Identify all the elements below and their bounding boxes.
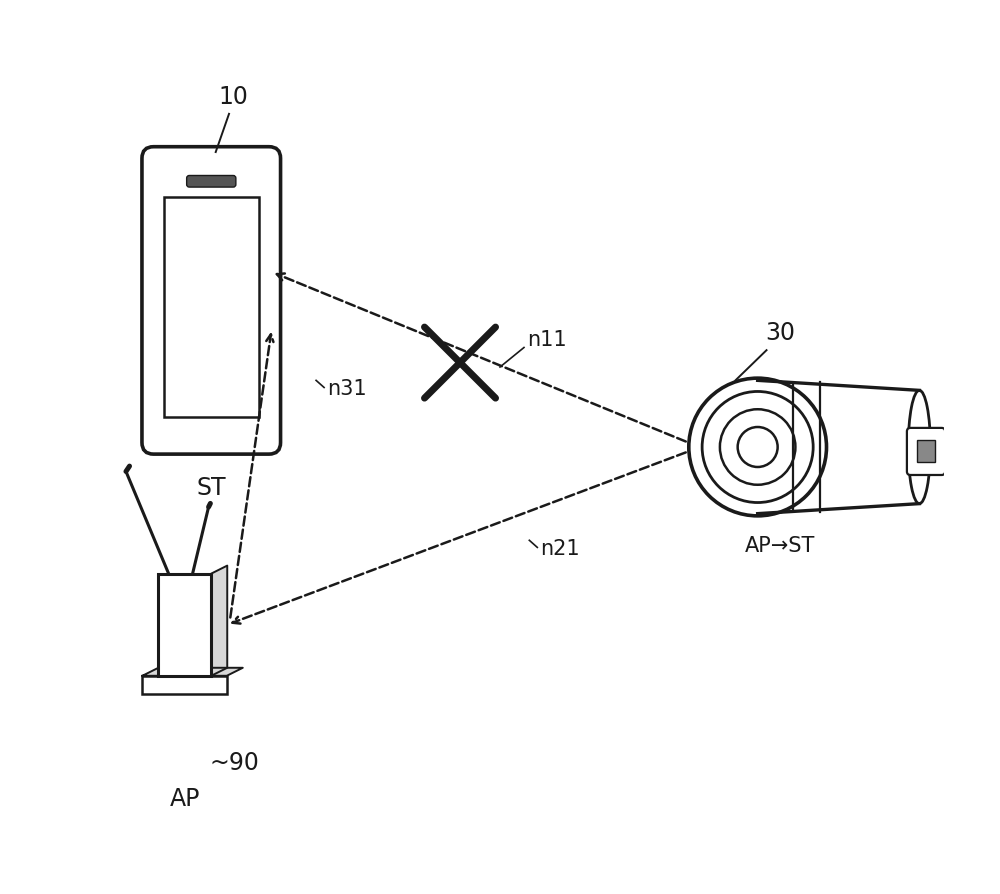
Text: AP→ST: AP→ST [745,536,815,556]
Text: ~90: ~90 [209,751,259,775]
Text: n11: n11 [527,331,566,350]
FancyBboxPatch shape [142,147,281,454]
Bar [917,441,935,462]
Text: n31: n31 [327,379,366,400]
Text: AP: AP [169,787,200,811]
Text: 10: 10 [219,86,248,109]
Bar [158,574,211,676]
FancyBboxPatch shape [907,428,945,475]
Text: 30: 30 [765,321,795,345]
Polygon shape [142,668,243,676]
Text: n21: n21 [540,539,580,559]
FancyBboxPatch shape [187,175,236,187]
Bar [142,676,227,694]
Bar [164,197,259,417]
Polygon shape [211,566,227,676]
Text: ST: ST [196,477,226,501]
